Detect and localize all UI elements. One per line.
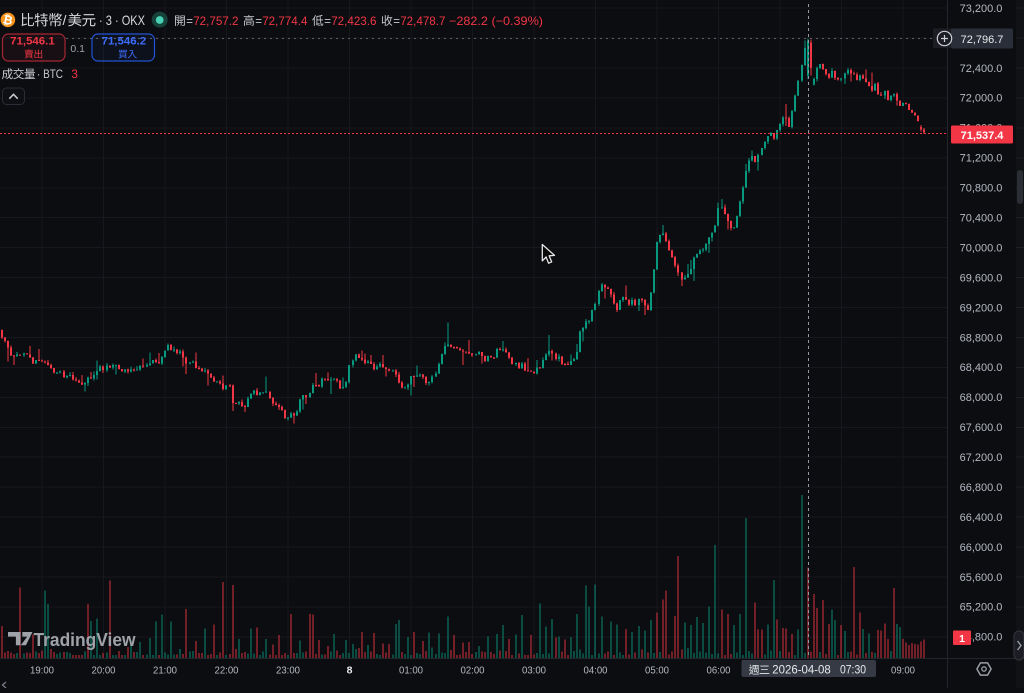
- svg-text:72,774.4: 72,774.4: [262, 14, 308, 28]
- svg-text:09:00: 09:00: [891, 664, 915, 676]
- svg-text:73,200.0: 73,200.0: [960, 3, 1003, 15]
- svg-text:72,423.6: 72,423.6: [331, 14, 377, 28]
- svg-text:66,800.0: 66,800.0: [960, 482, 1003, 494]
- svg-text:1: 1: [959, 633, 965, 645]
- svg-text:04:00: 04:00: [584, 664, 608, 676]
- svg-text:8: 8: [347, 664, 353, 676]
- svg-text:72,478.7: 72,478.7: [400, 14, 446, 28]
- svg-text:−282.2 (−0.39%): −282.2 (−0.39%): [449, 14, 543, 28]
- svg-text:03:00: 03:00: [522, 664, 546, 676]
- svg-text:=: =: [393, 16, 400, 28]
- svg-text:67,200.0: 67,200.0: [960, 452, 1003, 464]
- svg-text:0.1: 0.1: [70, 43, 85, 55]
- svg-text:=: =: [255, 16, 262, 28]
- svg-text:72,400.0: 72,400.0: [960, 63, 1003, 75]
- svg-text:06:00: 06:00: [707, 664, 731, 676]
- svg-text:01:00: 01:00: [399, 664, 423, 676]
- svg-text:66,400.0: 66,400.0: [960, 512, 1003, 524]
- svg-text:69,200.0: 69,200.0: [960, 302, 1003, 314]
- svg-text:=: =: [186, 16, 193, 28]
- svg-text:20:00: 20:00: [92, 664, 116, 676]
- svg-text:19:00: 19:00: [30, 664, 54, 676]
- svg-text:66,000.0: 66,000.0: [960, 542, 1003, 554]
- svg-text:72,000.0: 72,000.0: [960, 93, 1003, 105]
- svg-text:₿: ₿: [2, 12, 15, 28]
- svg-text:65,600.0: 65,600.0: [960, 572, 1003, 584]
- svg-text:07:30: 07:30: [840, 662, 866, 676]
- svg-text:TradingView: TradingView: [34, 630, 137, 650]
- svg-text:69,600.0: 69,600.0: [960, 272, 1003, 284]
- svg-text:05:00: 05:00: [645, 664, 669, 676]
- svg-text:70,000.0: 70,000.0: [960, 242, 1003, 254]
- svg-text:70,400.0: 70,400.0: [960, 213, 1003, 225]
- svg-text:68,800.0: 68,800.0: [960, 332, 1003, 344]
- svg-text:22:00: 22:00: [215, 664, 239, 676]
- svg-text:72,796.7: 72,796.7: [961, 34, 1004, 46]
- svg-text:· 3 · OKX: · 3 · OKX: [99, 13, 145, 28]
- svg-text:65,200.0: 65,200.0: [960, 602, 1003, 614]
- svg-text:71,546.2: 71,546.2: [102, 35, 147, 47]
- svg-text:71,546.1: 71,546.1: [10, 35, 55, 47]
- svg-text:02:00: 02:00: [461, 664, 485, 676]
- svg-text:70,800.0: 70,800.0: [960, 183, 1003, 195]
- svg-text:68,400.0: 68,400.0: [960, 362, 1003, 374]
- svg-text:=: =: [324, 16, 331, 28]
- svg-text:71,537.4: 71,537.4: [961, 130, 1005, 142]
- svg-text:72,757.2: 72,757.2: [193, 14, 239, 28]
- svg-text:· BTC: · BTC: [37, 67, 63, 81]
- svg-text:71,200.0: 71,200.0: [960, 153, 1003, 165]
- svg-text:68,000.0: 68,000.0: [960, 392, 1003, 404]
- svg-text:/: /: [63, 13, 67, 29]
- svg-text:2026-04-08: 2026-04-08: [772, 662, 831, 676]
- svg-text:67,600.0: 67,600.0: [960, 422, 1003, 434]
- svg-text:23:00: 23:00: [276, 664, 300, 676]
- svg-text:21:00: 21:00: [153, 664, 177, 676]
- svg-text:3: 3: [71, 67, 78, 81]
